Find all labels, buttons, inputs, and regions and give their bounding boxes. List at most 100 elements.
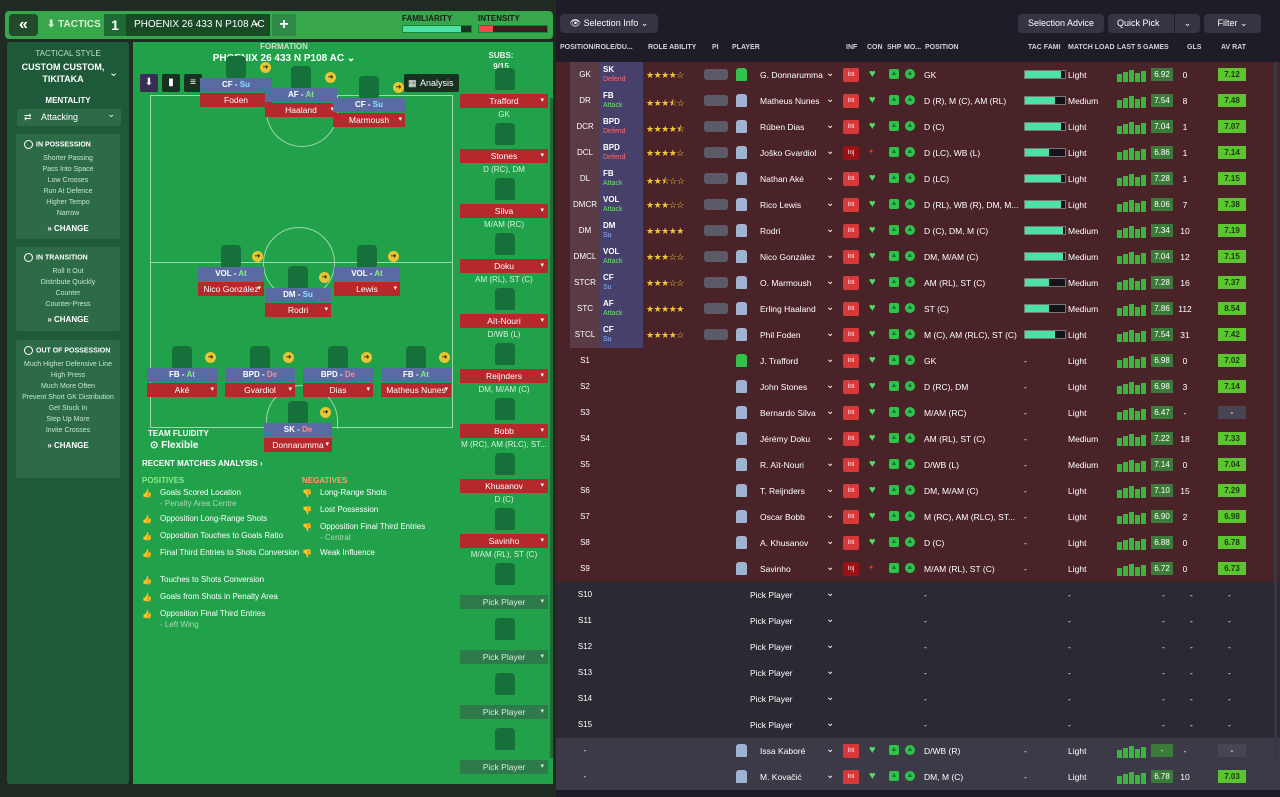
table-row[interactable]: DR FB Attack ★★★⯪☆ Matheus Nunes ⌄ Int ♥ ▲ ▲ D (R)… (556, 88, 1280, 114)
player-name[interactable]: Matheus Nunes (760, 96, 820, 106)
player-shirt-icon[interactable] (406, 346, 426, 368)
info-icon[interactable]: Int (843, 198, 859, 212)
sub-player-dropdown[interactable]: Stones (460, 149, 548, 163)
player-name[interactable]: Nico González (760, 252, 816, 262)
info-icon[interactable]: Int (843, 120, 859, 134)
player-name[interactable]: Phil Foden (760, 330, 801, 340)
chevron-down-icon[interactable]: ⌄ (826, 640, 835, 651)
pick-player-dropdown[interactable]: Pick Player (460, 705, 548, 719)
pick-player-dropdown[interactable]: Pick Player (750, 590, 793, 600)
table-row[interactable]: S10 Pick Player ⌄ - - - - - (556, 582, 1280, 608)
recent-matches-analysis-link[interactable]: RECENT MATCHES ANALYSIS › (142, 459, 263, 468)
player-instructions-icon[interactable] (704, 69, 728, 80)
table-row[interactable]: GK SK Defend ★★★★☆ G. Donnarumma ⌄ Int ♥ ▲ ▲ GK Lig… (556, 62, 1280, 88)
table-row[interactable]: S12 Pick Player ⌄ - - - - - (556, 634, 1280, 660)
player-shirt-icon[interactable] (288, 266, 308, 288)
table-row[interactable]: STCL CF Su ★★★★☆ Phil Foden ⌄ Int ♥ ▲ ▲ M (C), AM … (556, 322, 1280, 348)
change-out-possession-button[interactable]: » CHANGE (47, 441, 89, 450)
role-box[interactable]: CF - Su (333, 98, 405, 112)
quick-pick-button[interactable]: Quick Pick ⌄ (1108, 14, 1200, 33)
tactic-slot-number[interactable]: 1 (104, 14, 126, 36)
info-icon[interactable]: Int (843, 432, 859, 446)
table-row[interactable]: S2 John Stones ⌄ Int ♥ ▲ ▲ D (RC), DM - Light 6.98… (556, 374, 1280, 400)
player-name-box[interactable]: Nico González (198, 282, 264, 296)
role-cell[interactable]: SK Defend (600, 62, 643, 88)
role-cell[interactable]: FB Attack (600, 88, 643, 114)
table-row[interactable]: S11 Pick Player ⌄ - - - - - (556, 608, 1280, 634)
chevron-down-icon[interactable]: ⌄ (826, 770, 835, 781)
table-row[interactable]: S15 Pick Player ⌄ - - - - - (556, 712, 1280, 738)
sub-player-dropdown[interactable]: Savinho (460, 534, 548, 548)
player-shirt-icon[interactable] (495, 68, 515, 90)
role-cell[interactable]: BPD Defend (600, 114, 643, 140)
info-icon[interactable]: Int (843, 510, 859, 524)
player-name[interactable]: Rodri (760, 226, 781, 236)
role-cell[interactable]: CF Su (600, 270, 643, 296)
chevron-down-icon[interactable]: ⌄ (826, 94, 835, 105)
subs-scrollbar[interactable] (550, 98, 553, 758)
info-icon[interactable]: Int (843, 302, 859, 316)
table-row[interactable]: S9 Savinho ⌄ Inj ● ▲ ▲ M/AM (RL), ST (C) - Light 6… (556, 556, 1280, 582)
pick-player-dropdown[interactable]: Pick Player (460, 650, 548, 664)
player-shirt-icon[interactable] (357, 245, 377, 267)
role-box[interactable]: DM - Su (265, 288, 331, 302)
role-cell[interactable]: CF Su (600, 322, 643, 348)
pick-player-dropdown[interactable]: Pick Player (460, 760, 548, 774)
info-icon[interactable]: Int (843, 94, 859, 108)
tactic-name-dropdown[interactable]: PHOENIX 26 433 N P108 AC (126, 10, 270, 36)
column-header[interactable]: PLAYER (732, 44, 760, 51)
table-row[interactable]: DCL BPD Defend ★★★★☆ Joško Gvardiol ⌄ Inj ● ▲ ▲ D … (556, 140, 1280, 166)
info-icon[interactable]: Int (843, 172, 859, 186)
chevron-down-icon[interactable]: ⌄ (826, 458, 835, 469)
analysis-button[interactable]: Analysis (404, 74, 459, 92)
sub-player-dropdown[interactable]: Khusanov (460, 479, 548, 493)
mentality-dropdown[interactable]: ⇄ Attacking (17, 106, 121, 126)
player-shirt-icon[interactable] (495, 563, 515, 585)
chevron-down-icon[interactable]: ⌄ (826, 120, 835, 131)
player-name[interactable]: A. Khusanov (760, 538, 809, 548)
info-icon[interactable]: Int (843, 484, 859, 498)
table-row[interactable]: - Issa Kaboré ⌄ Int ♥ ▲ ▲ D/WB (R) - Light - - - (556, 738, 1280, 764)
role-box[interactable]: SK - De (264, 423, 332, 437)
player-name[interactable]: Bernardo Silva (760, 408, 816, 418)
player-shirt-icon[interactable] (495, 343, 515, 365)
chevron-down-icon[interactable]: ⌄ (826, 692, 835, 703)
table-row[interactable]: DCR BPD Defend ★★★★⯪ Rúben Dias ⌄ Int ♥ ▲ ▲ D (C) L… (556, 114, 1280, 140)
player-shirt-icon[interactable] (495, 178, 515, 200)
column-header[interactable]: GLS (1187, 44, 1202, 51)
role-cell[interactable]: VOL Attack (600, 244, 643, 270)
table-row[interactable]: S6 T. Reijnders ⌄ Int ♥ ▲ ▲ DM, M/AM (C) - Light 7… (556, 478, 1280, 504)
table-row[interactable]: S13 Pick Player ⌄ - - - - - (556, 660, 1280, 686)
sub-player-dropdown[interactable]: Silva (460, 204, 548, 218)
role-cell[interactable]: VOL Attack (600, 192, 643, 218)
player-instructions-icon[interactable] (704, 251, 728, 262)
player-name-box[interactable]: Donnarumma (264, 438, 332, 452)
player-shirt-icon[interactable] (495, 233, 515, 255)
info-icon[interactable]: Int (843, 328, 859, 342)
role-box[interactable]: VOL - At (334, 267, 400, 281)
table-row[interactable]: S5 R. Aït-Nouri ⌄ Int ♥ ▲ ▲ D/WB (L) - Medium 7.14… (556, 452, 1280, 478)
player-name[interactable]: Joško Gvardiol (760, 148, 817, 158)
role-cell[interactable]: AF Attack (600, 296, 643, 322)
column-header[interactable]: POSITION (925, 44, 959, 51)
chevron-down-icon[interactable]: ⌄ (826, 146, 835, 157)
chevron-down-icon[interactable]: ⌄ (826, 588, 835, 599)
selection-advice-button[interactable]: Selection Advice (1018, 14, 1104, 33)
sub-player-dropdown[interactable]: Doku (460, 259, 548, 273)
notes-icon[interactable]: ≡ (184, 74, 202, 92)
change-in-possession-button[interactable]: » CHANGE (47, 224, 89, 233)
column-header[interactable]: TAC FAMI (1028, 44, 1061, 51)
sub-player-dropdown[interactable]: Bobb (460, 424, 548, 438)
chevron-down-icon[interactable]: ⌄ (826, 406, 835, 417)
table-row[interactable]: - M. Kovačić ⌄ Int ♥ ▲ ▲ DM, M (C) - Light 6.78 10 7… (556, 764, 1280, 790)
player-name[interactable]: Issa Kaboré (760, 746, 806, 756)
chevron-down-icon[interactable]: ⌄ (826, 744, 835, 755)
table-row[interactable]: S8 A. Khusanov ⌄ Int ♥ ▲ ▲ D (C) - Light 6.88 0 6.78 (556, 530, 1280, 556)
player-instructions-icon[interactable] (704, 199, 728, 210)
tactical-style-value[interactable]: CUSTOM CUSTOM, TIKITAKA (21, 62, 105, 84)
role-box[interactable]: BPD - De (303, 368, 373, 382)
pick-player-dropdown[interactable]: Pick Player (750, 642, 793, 652)
chevron-down-icon[interactable]: ⌄ (826, 354, 835, 365)
table-row[interactable]: DM DM Su ★★★★★ Rodri ⌄ Int ♥ ▲ ▲ D (C), DM, M (C) M… (556, 218, 1280, 244)
chevron-down-icon[interactable]: ⌄ (826, 328, 835, 339)
